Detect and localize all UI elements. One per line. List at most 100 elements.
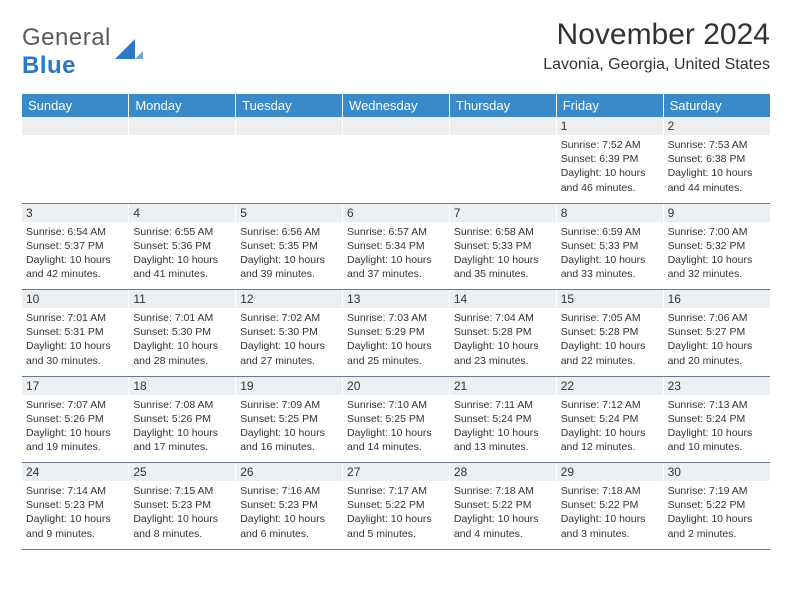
day-number xyxy=(129,117,236,135)
day-detail-row: Sunrise: 7:07 AMSunset: 5:26 PMDaylight:… xyxy=(22,395,770,463)
day-number: 28 xyxy=(449,463,556,482)
day-detail: Sunrise: 7:19 AMSunset: 5:22 PMDaylight:… xyxy=(663,481,770,549)
day-number: 8 xyxy=(556,203,663,222)
day-number-row: 10111213141516 xyxy=(22,290,770,309)
day-detail: Sunrise: 7:04 AMSunset: 5:28 PMDaylight:… xyxy=(449,308,556,376)
daylight-line: Daylight: 10 hours and 5 minutes. xyxy=(347,512,445,540)
sunrise-line: Sunrise: 7:00 AM xyxy=(668,225,766,239)
day-number: 2 xyxy=(663,117,770,135)
day-detail: Sunrise: 6:58 AMSunset: 5:33 PMDaylight:… xyxy=(449,222,556,290)
day-number: 3 xyxy=(22,203,129,222)
sunset-line: Sunset: 5:22 PM xyxy=(668,498,766,512)
sunrise-line: Sunrise: 6:58 AM xyxy=(454,225,552,239)
day-number: 17 xyxy=(22,376,129,395)
daylight-line: Daylight: 10 hours and 39 minutes. xyxy=(240,253,338,281)
logo-text: General Blue xyxy=(22,24,111,80)
weekday-header: Saturday xyxy=(663,94,770,117)
sunset-line: Sunset: 5:23 PM xyxy=(26,498,124,512)
day-number-row: 24252627282930 xyxy=(22,463,770,482)
weekday-header: Monday xyxy=(129,94,236,117)
day-detail: Sunrise: 7:18 AMSunset: 5:22 PMDaylight:… xyxy=(556,481,663,549)
weekday-header-row: SundayMondayTuesdayWednesdayThursdayFrid… xyxy=(22,94,770,117)
day-detail-row: Sunrise: 7:14 AMSunset: 5:23 PMDaylight:… xyxy=(22,481,770,549)
logo-word-1: General xyxy=(22,24,111,51)
day-detail: Sunrise: 7:05 AMSunset: 5:28 PMDaylight:… xyxy=(556,308,663,376)
day-number: 21 xyxy=(449,376,556,395)
sunset-line: Sunset: 5:36 PM xyxy=(133,239,231,253)
sunset-line: Sunset: 5:31 PM xyxy=(26,325,124,339)
day-detail: Sunrise: 7:06 AMSunset: 5:27 PMDaylight:… xyxy=(663,308,770,376)
sunset-line: Sunset: 5:25 PM xyxy=(347,412,445,426)
calendar-table: SundayMondayTuesdayWednesdayThursdayFrid… xyxy=(22,94,770,550)
sunrise-line: Sunrise: 6:54 AM xyxy=(26,225,124,239)
day-number: 27 xyxy=(343,463,450,482)
sunrise-line: Sunrise: 7:53 AM xyxy=(668,138,766,152)
daylight-line: Daylight: 10 hours and 22 minutes. xyxy=(561,339,659,367)
day-detail: Sunrise: 6:55 AMSunset: 5:36 PMDaylight:… xyxy=(129,222,236,290)
sunrise-line: Sunrise: 7:16 AM xyxy=(240,484,338,498)
sunrise-line: Sunrise: 7:18 AM xyxy=(454,484,552,498)
day-detail: Sunrise: 6:54 AMSunset: 5:37 PMDaylight:… xyxy=(22,222,129,290)
day-number: 11 xyxy=(129,290,236,309)
sunrise-line: Sunrise: 7:15 AM xyxy=(133,484,231,498)
sunset-line: Sunset: 5:29 PM xyxy=(347,325,445,339)
sunrise-line: Sunrise: 7:02 AM xyxy=(240,311,338,325)
day-number: 22 xyxy=(556,376,663,395)
day-detail: Sunrise: 7:52 AMSunset: 6:39 PMDaylight:… xyxy=(556,135,663,203)
daylight-line: Daylight: 10 hours and 46 minutes. xyxy=(561,166,659,194)
day-number: 9 xyxy=(663,203,770,222)
day-number: 15 xyxy=(556,290,663,309)
daylight-line: Daylight: 10 hours and 17 minutes. xyxy=(133,426,231,454)
day-detail xyxy=(343,135,450,203)
daylight-line: Daylight: 10 hours and 2 minutes. xyxy=(668,512,766,540)
sunset-line: Sunset: 5:22 PM xyxy=(347,498,445,512)
sunset-line: Sunset: 5:28 PM xyxy=(454,325,552,339)
header: General Blue November 2024 Lavonia, Geor… xyxy=(22,18,770,80)
daylight-line: Daylight: 10 hours and 23 minutes. xyxy=(454,339,552,367)
day-number-row: 12 xyxy=(22,117,770,135)
day-detail: Sunrise: 6:56 AMSunset: 5:35 PMDaylight:… xyxy=(236,222,343,290)
day-number: 19 xyxy=(236,376,343,395)
sunset-line: Sunset: 6:39 PM xyxy=(561,152,659,166)
sunrise-line: Sunrise: 6:56 AM xyxy=(240,225,338,239)
sunset-line: Sunset: 5:37 PM xyxy=(26,239,124,253)
day-detail: Sunrise: 7:53 AMSunset: 6:38 PMDaylight:… xyxy=(663,135,770,203)
daylight-line: Daylight: 10 hours and 8 minutes. xyxy=(133,512,231,540)
day-detail: Sunrise: 7:03 AMSunset: 5:29 PMDaylight:… xyxy=(343,308,450,376)
day-number: 7 xyxy=(449,203,556,222)
day-number: 14 xyxy=(449,290,556,309)
day-detail: Sunrise: 7:14 AMSunset: 5:23 PMDaylight:… xyxy=(22,481,129,549)
day-detail: Sunrise: 6:57 AMSunset: 5:34 PMDaylight:… xyxy=(343,222,450,290)
sunset-line: Sunset: 5:22 PM xyxy=(561,498,659,512)
day-number: 1 xyxy=(556,117,663,135)
day-detail: Sunrise: 7:01 AMSunset: 5:31 PMDaylight:… xyxy=(22,308,129,376)
daylight-line: Daylight: 10 hours and 44 minutes. xyxy=(668,166,766,194)
logo-word-2: Blue xyxy=(22,52,76,79)
sunrise-line: Sunrise: 6:55 AM xyxy=(133,225,231,239)
title-block: November 2024 Lavonia, Georgia, United S… xyxy=(543,18,770,74)
daylight-line: Daylight: 10 hours and 6 minutes. xyxy=(240,512,338,540)
day-detail xyxy=(449,135,556,203)
sunset-line: Sunset: 5:30 PM xyxy=(240,325,338,339)
sunrise-line: Sunrise: 7:18 AM xyxy=(561,484,659,498)
daylight-line: Daylight: 10 hours and 35 minutes. xyxy=(454,253,552,281)
daylight-line: Daylight: 10 hours and 10 minutes. xyxy=(668,426,766,454)
sunset-line: Sunset: 5:34 PM xyxy=(347,239,445,253)
day-number xyxy=(236,117,343,135)
sunset-line: Sunset: 5:30 PM xyxy=(133,325,231,339)
day-detail: Sunrise: 7:08 AMSunset: 5:26 PMDaylight:… xyxy=(129,395,236,463)
sunrise-line: Sunrise: 7:52 AM xyxy=(561,138,659,152)
day-number: 26 xyxy=(236,463,343,482)
day-detail xyxy=(22,135,129,203)
sunset-line: Sunset: 5:25 PM xyxy=(240,412,338,426)
daylight-line: Daylight: 10 hours and 33 minutes. xyxy=(561,253,659,281)
sunrise-line: Sunrise: 7:01 AM xyxy=(26,311,124,325)
day-detail-row: Sunrise: 7:52 AMSunset: 6:39 PMDaylight:… xyxy=(22,135,770,203)
day-number: 5 xyxy=(236,203,343,222)
day-detail: Sunrise: 7:01 AMSunset: 5:30 PMDaylight:… xyxy=(129,308,236,376)
day-detail: Sunrise: 7:02 AMSunset: 5:30 PMDaylight:… xyxy=(236,308,343,376)
sunrise-line: Sunrise: 7:10 AM xyxy=(347,398,445,412)
sunset-line: Sunset: 6:38 PM xyxy=(668,152,766,166)
daylight-line: Daylight: 10 hours and 3 minutes. xyxy=(561,512,659,540)
sunrise-line: Sunrise: 6:57 AM xyxy=(347,225,445,239)
